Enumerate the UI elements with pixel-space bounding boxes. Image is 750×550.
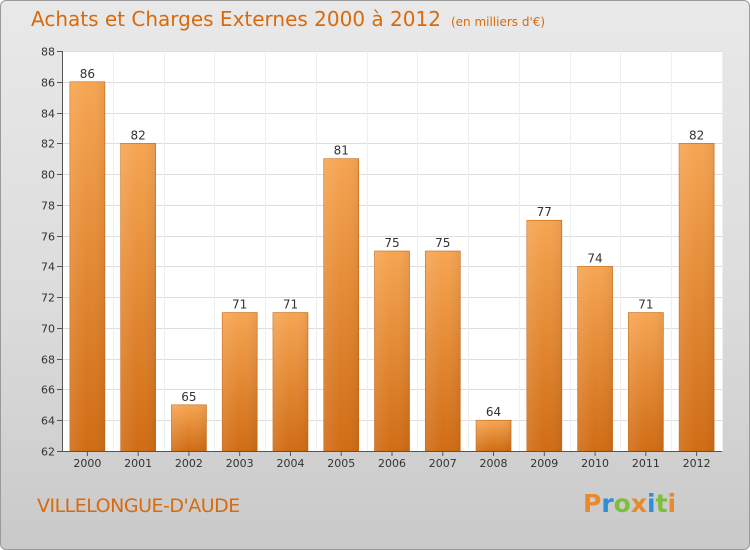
value-label: 81 bbox=[334, 144, 349, 158]
bar-shine bbox=[628, 312, 664, 451]
y-tick-label: 74 bbox=[41, 261, 55, 274]
x-tick-label: 2010 bbox=[581, 457, 609, 470]
unit-label: (en milliers d'€) bbox=[450, 15, 546, 29]
value-label: 77 bbox=[537, 205, 552, 219]
bar-shine bbox=[222, 312, 258, 451]
bar-shine bbox=[120, 143, 156, 452]
value-label: 86 bbox=[80, 67, 95, 81]
bar-shine bbox=[323, 158, 359, 451]
x-tick-label: 2011 bbox=[632, 457, 660, 470]
value-label: 64 bbox=[486, 405, 501, 419]
value-label: 71 bbox=[638, 298, 653, 312]
x-tick-label: 2005 bbox=[327, 457, 355, 470]
brand-letter: i bbox=[647, 489, 656, 518]
y-tick-label: 72 bbox=[41, 292, 55, 305]
bar-shine bbox=[69, 81, 105, 452]
y-tick-label: 76 bbox=[41, 231, 55, 244]
x-tick-label: 2003 bbox=[226, 457, 254, 470]
value-label: 75 bbox=[384, 236, 399, 250]
x-tick-label: 2012 bbox=[683, 457, 711, 470]
y-tick-label: 86 bbox=[41, 77, 55, 90]
x-tick-label: 2000 bbox=[73, 457, 101, 470]
y-tick-label: 82 bbox=[41, 138, 55, 151]
bar-shine bbox=[679, 143, 715, 452]
bar-shine bbox=[171, 404, 207, 451]
brand-letter: t bbox=[655, 489, 668, 518]
brand-letter: i bbox=[667, 489, 677, 518]
bar-shine bbox=[272, 312, 308, 451]
bar-shine bbox=[526, 220, 562, 451]
value-label: 82 bbox=[689, 128, 704, 142]
axes-group: 62 64 66 68 70 72 74 76 78 80 82 84 86 88 2000 2001 2002… bbox=[41, 46, 722, 470]
brand-letter: x bbox=[630, 489, 647, 518]
x-tick-label: 2007 bbox=[429, 457, 457, 470]
x-tick-label: 2006 bbox=[378, 457, 406, 470]
y-tick-label: 70 bbox=[41, 323, 55, 336]
x-tick-label: 2009 bbox=[530, 457, 558, 470]
y-tick-label: 84 bbox=[41, 108, 55, 121]
value-label: 75 bbox=[435, 236, 450, 250]
bars-group: 86 82 65 71 71 81 75 75 64 77 74 71 82 bbox=[69, 67, 715, 452]
brand-letter: P bbox=[583, 489, 602, 518]
title-text: Achats et Charges Externes 2000 à 2012 bbox=[31, 7, 441, 31]
value-label: 82 bbox=[131, 128, 146, 142]
brand-letter: o bbox=[613, 489, 631, 518]
bar-shine bbox=[577, 266, 613, 451]
y-tick-label: 80 bbox=[41, 169, 55, 182]
place-name: VILLELONGUE-D'AUDE bbox=[37, 495, 240, 517]
y-tick-label: 64 bbox=[41, 415, 55, 428]
x-tick-label: 2002 bbox=[175, 457, 203, 470]
chart-title: Achats et Charges Externes 2000 à 2012 (e… bbox=[31, 7, 545, 31]
bar-shine bbox=[374, 251, 410, 451]
y-tick-label: 68 bbox=[41, 354, 55, 367]
brand-letter: r bbox=[601, 489, 614, 518]
value-label: 74 bbox=[587, 251, 602, 265]
y-tick-label: 62 bbox=[41, 446, 55, 459]
brand-logo: Proxiti bbox=[583, 489, 676, 518]
bar-shine bbox=[425, 251, 461, 451]
y-tick-label: 66 bbox=[41, 384, 55, 397]
value-label: 71 bbox=[232, 298, 247, 312]
x-tick-label: 2004 bbox=[276, 457, 304, 470]
y-tick-label: 88 bbox=[41, 46, 55, 59]
bar-shine bbox=[476, 420, 512, 451]
y-tick-label: 78 bbox=[41, 200, 55, 213]
x-tick-label: 2008 bbox=[480, 457, 508, 470]
value-label: 65 bbox=[181, 390, 196, 404]
x-tick-label: 2001 bbox=[124, 457, 152, 470]
value-label: 71 bbox=[283, 298, 298, 312]
